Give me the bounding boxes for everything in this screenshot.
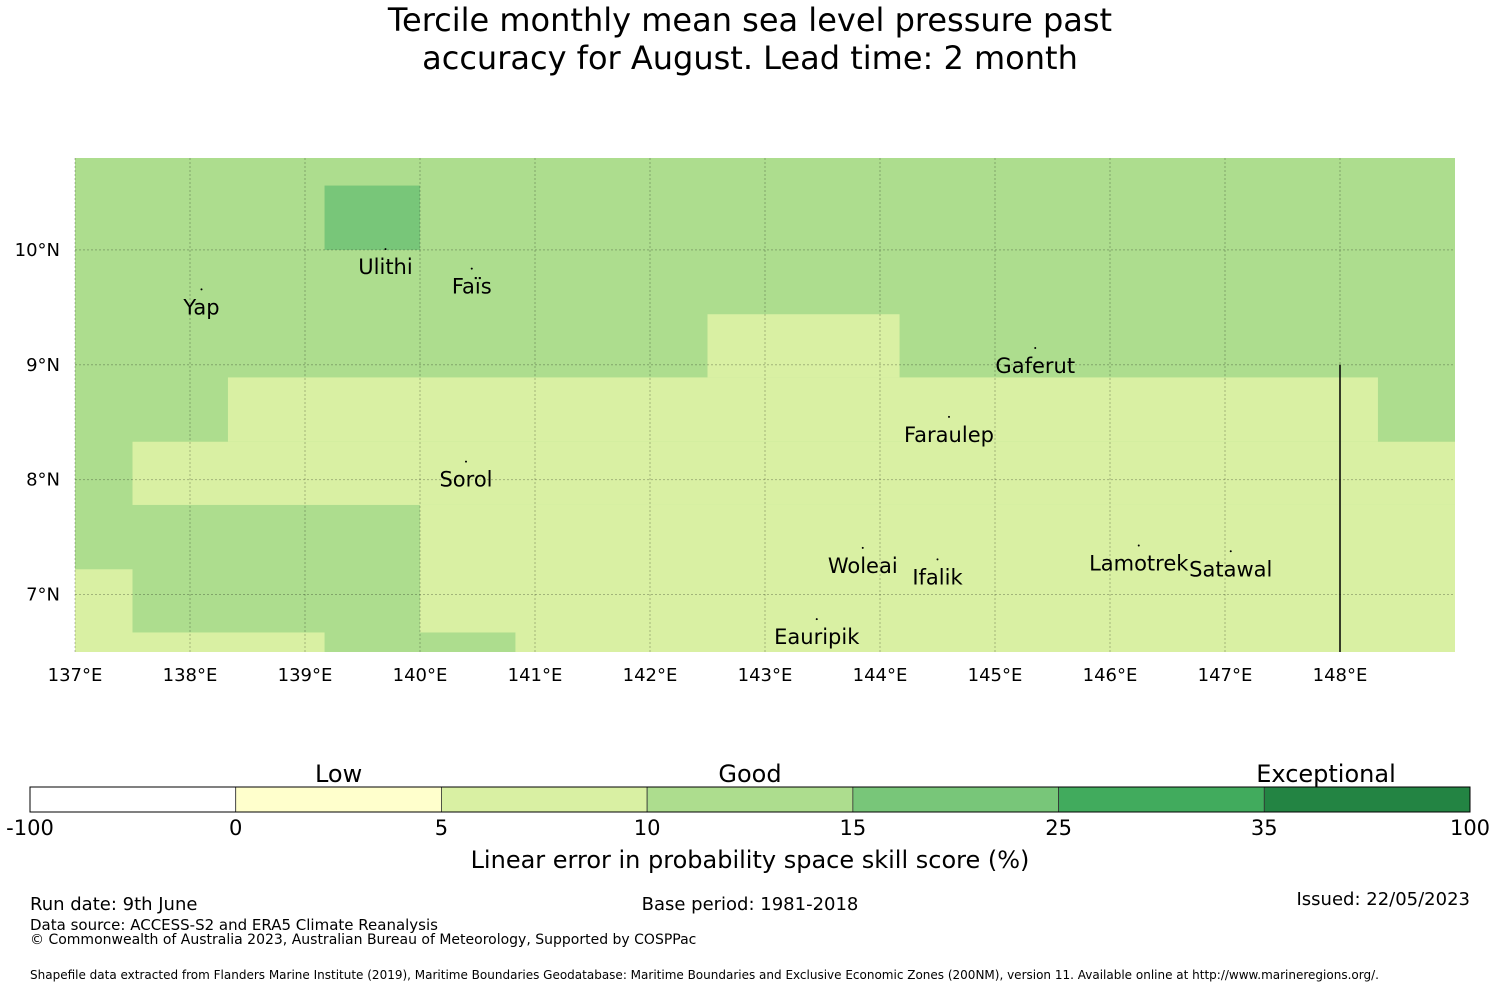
lon-tick-label: 138°E bbox=[163, 665, 218, 686]
copyright: © Commonwealth of Australia 2023, Austra… bbox=[30, 932, 697, 948]
lat-tick-label: 10°N bbox=[15, 240, 60, 261]
skill-region bbox=[227, 377, 1378, 442]
colorbar-swatch bbox=[441, 786, 648, 813]
chart-title-line-1: Tercile monthly mean sea level pressure … bbox=[387, 1, 1113, 39]
shapefile-credit: Shapefile data extracted from Flanders M… bbox=[30, 968, 1379, 982]
skill-region bbox=[132, 632, 325, 652]
island-marker bbox=[948, 415, 950, 418]
place-label: Satawal bbox=[1189, 557, 1272, 581]
colorbar-swatch bbox=[29, 786, 237, 813]
place-label: Gaferut bbox=[995, 354, 1075, 378]
island-marker bbox=[1229, 550, 1232, 553]
lon-tick-label: 143°E bbox=[738, 665, 793, 686]
colorbar-tick-label: 35 bbox=[1251, 816, 1278, 840]
lat-tick-label: 9°N bbox=[26, 355, 60, 376]
colorbar-swatch bbox=[1263, 786, 1471, 813]
lon-tick-label: 144°E bbox=[853, 665, 908, 686]
colorbar-category-label: Exceptional bbox=[1256, 760, 1396, 788]
data-source: Data source: ACCESS-S2 and ERA5 Climate … bbox=[30, 916, 438, 934]
colorbar-tick-label: 100 bbox=[1450, 816, 1490, 840]
island-marker bbox=[1034, 346, 1037, 349]
colorbar-swatch bbox=[646, 786, 854, 813]
skill-region bbox=[75, 569, 133, 652]
lon-tick-label: 142°E bbox=[623, 665, 678, 686]
place-label: Eauripik bbox=[774, 625, 860, 649]
place-label: Faraulep bbox=[904, 423, 994, 447]
colorbar-tick-label: 5 bbox=[435, 816, 448, 840]
skill-region bbox=[420, 504, 1455, 652]
colorbar-tick-label: 0 bbox=[229, 816, 242, 840]
skill-map: 137°E 138°E 139°E 140°E 141°E 142°E 143°E 144°E… bbox=[6, 158, 1490, 874]
colorbar-tick-label: 10 bbox=[634, 816, 661, 840]
colorbar-category-label: Low bbox=[315, 760, 362, 788]
lon-tick-label: 148°E bbox=[1313, 665, 1368, 686]
lon-tick-label: 147°E bbox=[1198, 665, 1253, 686]
colorbar-tick-label: 15 bbox=[839, 816, 866, 840]
lon-tick-label: 141°E bbox=[508, 665, 563, 686]
place-label: Sorol bbox=[439, 468, 492, 492]
island-marker bbox=[1137, 544, 1140, 547]
lon-tick-label: 145°E bbox=[968, 665, 1023, 686]
lon-tick-label: 140°E bbox=[393, 665, 448, 686]
island-marker bbox=[470, 267, 473, 270]
colorbar-swatch bbox=[235, 786, 442, 813]
colorbar-frame bbox=[29, 786, 1471, 813]
island-marker bbox=[384, 248, 387, 251]
run-date: Run date: 9th June bbox=[30, 894, 198, 915]
island-marker bbox=[936, 558, 939, 561]
map-area: 137°E 138°E 139°E 140°E 141°E 142°E 143°E 144°E… bbox=[15, 158, 1455, 686]
lon-tick-label: 139°E bbox=[278, 665, 333, 686]
colorbar: -100 0 5 10 15 25 35 100 Low Good Exceptional Linea… bbox=[6, 760, 1490, 874]
island-marker bbox=[465, 460, 467, 463]
place-label: Ifalik bbox=[912, 565, 963, 589]
colorbar-tick-label: -100 bbox=[6, 816, 54, 840]
place-label: Lamotrek bbox=[1089, 552, 1189, 576]
island-marker bbox=[815, 618, 818, 621]
place-label: Woleai bbox=[828, 554, 898, 578]
issued-date: Issued: 22/05/2023 bbox=[1296, 889, 1470, 910]
place-label: Faïs bbox=[452, 275, 492, 299]
skill-region bbox=[420, 632, 516, 652]
colorbar-category-label: Good bbox=[718, 760, 781, 788]
colorbar-swatch bbox=[852, 786, 1059, 813]
island-marker bbox=[861, 546, 864, 549]
place-label: Yap bbox=[182, 295, 219, 319]
lat-tick-label: 7°N bbox=[26, 585, 60, 606]
colorbar-tick-label: 25 bbox=[1045, 816, 1072, 840]
lat-tick-label: 8°N bbox=[26, 470, 60, 491]
base-period: Base period: 1981-2018 bbox=[641, 894, 859, 915]
chart-title-line-2: accuracy for August. Lead time: 2 month bbox=[422, 39, 1078, 77]
lon-tick-label: 146°E bbox=[1083, 665, 1138, 686]
skill-region bbox=[132, 441, 1455, 505]
colorbar-swatch bbox=[1058, 786, 1265, 813]
island-marker bbox=[200, 288, 203, 291]
lon-tick-label: 137°E bbox=[48, 665, 103, 686]
colorbar-axis-label: Linear error in probability space skill … bbox=[471, 846, 1030, 874]
skill-region bbox=[707, 314, 900, 378]
skill-region bbox=[324, 185, 420, 250]
place-label: Ulithi bbox=[358, 255, 412, 279]
